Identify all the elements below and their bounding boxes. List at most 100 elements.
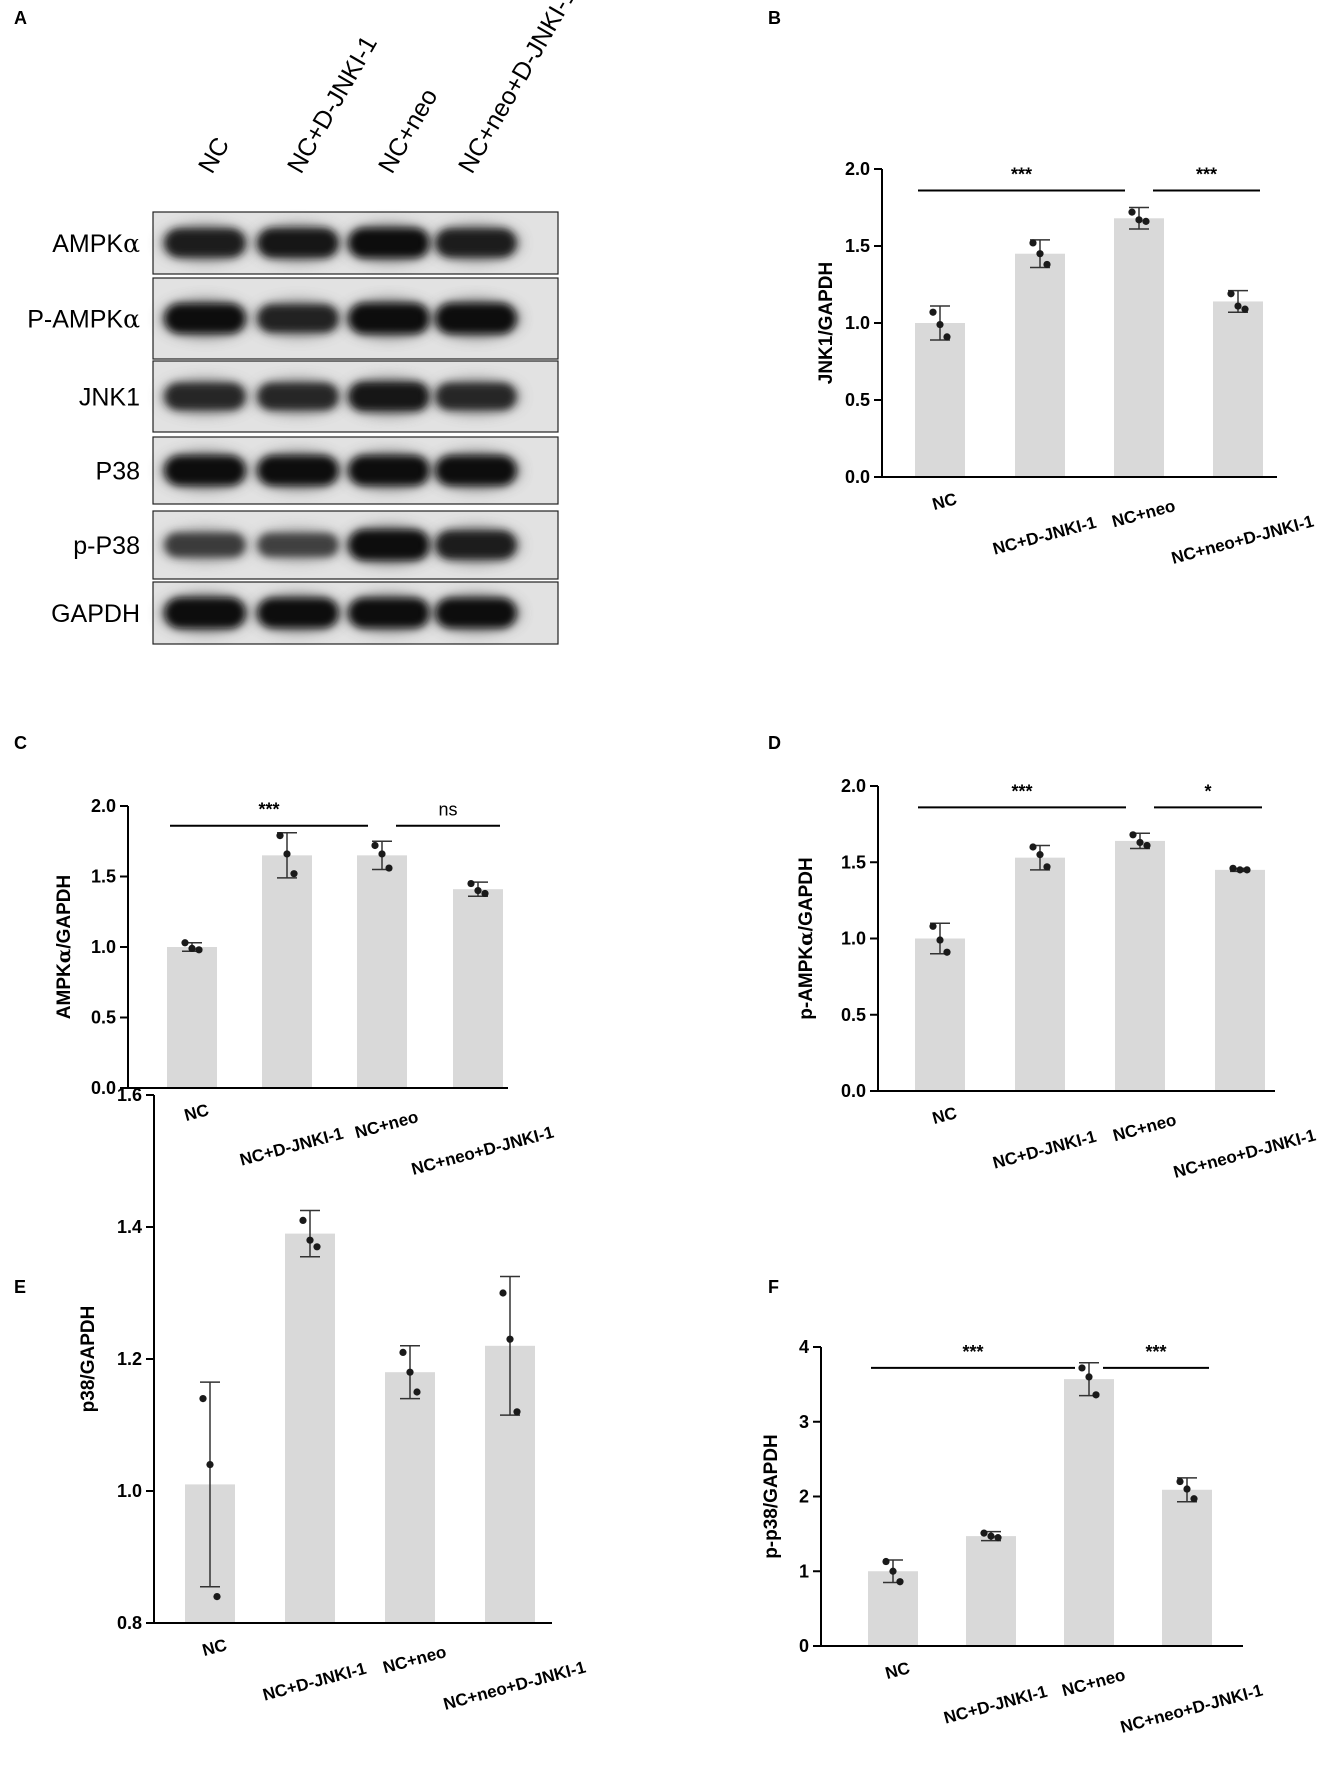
category-label: NC+D-JNKI-1 — [238, 1124, 346, 1170]
data-point — [474, 887, 482, 895]
band — [349, 382, 429, 411]
bar — [966, 1536, 1016, 1646]
data-point — [513, 1408, 521, 1416]
lane-label: NC — [193, 133, 235, 178]
y-tick-label: 0.0 — [845, 467, 870, 487]
blot-label: P-AMPKα — [27, 305, 140, 334]
data-point — [1176, 1477, 1184, 1486]
blot-row: AMPKα — [52, 211, 559, 275]
y-tick-label: 1.5 — [845, 236, 870, 256]
data-point — [1029, 239, 1037, 247]
category-label: NC+neo — [353, 1107, 420, 1142]
data-point — [987, 1532, 995, 1540]
category-label: NC+neo — [1060, 1665, 1127, 1700]
data-point — [206, 1461, 214, 1469]
band — [165, 598, 245, 628]
data-point — [1136, 838, 1144, 847]
band — [349, 598, 429, 628]
bar — [1114, 218, 1164, 477]
band — [258, 598, 338, 628]
panel-a-western-blot: A NC NC+D-JNKI-1NC+neo NC+neo+D-JNKI-1 AMP… — [14, 0, 582, 645]
data-point — [1129, 831, 1137, 839]
panel-letter: D — [768, 733, 781, 753]
y-axis-label: p-AMPKα/GAPDH — [795, 857, 817, 1019]
significance-label: *** — [258, 800, 279, 820]
lane-label: NC+neo+D-JNKI-1 — [453, 0, 582, 178]
bar — [1213, 301, 1263, 477]
y-tick-label: 1.0 — [845, 313, 870, 333]
data-point — [1243, 866, 1251, 874]
band — [436, 303, 516, 334]
band — [165, 229, 245, 257]
bar — [385, 1372, 435, 1623]
band — [165, 533, 245, 557]
blot-label: p-P38 — [73, 532, 140, 560]
band — [165, 383, 245, 410]
bar — [1215, 869, 1265, 1091]
band — [436, 229, 516, 257]
panel-letter: F — [768, 1277, 779, 1297]
panel-letter: E — [14, 1277, 26, 1297]
data-point — [980, 1529, 988, 1537]
blot-row: p-P38 — [73, 510, 559, 580]
data-point — [378, 850, 386, 858]
category-label: NC+neo+D-JNKI-1 — [409, 1123, 555, 1179]
blot-row: P38 — [96, 436, 559, 505]
y-tick-label: 2.0 — [841, 776, 866, 796]
band — [349, 530, 429, 560]
category-label: NC+D-JNKI-1 — [261, 1659, 369, 1705]
blot-label: AMPKα — [52, 229, 140, 258]
y-tick-label: 0.5 — [841, 1005, 866, 1025]
data-point — [936, 320, 944, 329]
y-tick-label: 0.0 — [841, 1081, 866, 1101]
data-point — [399, 1348, 407, 1356]
y-tick-label: 0.5 — [91, 1008, 116, 1028]
data-point — [1085, 1373, 1093, 1381]
data-point — [1236, 866, 1244, 874]
band — [349, 228, 429, 258]
bar — [262, 855, 312, 1088]
data-point — [1036, 250, 1044, 258]
data-point — [1143, 841, 1151, 850]
blot-strips: AMPKα P-AMPKα JNK1 P38 p-P38 GAPDH — [27, 211, 559, 645]
data-point — [994, 1534, 1002, 1542]
data-point — [1128, 208, 1136, 216]
blot-label: P38 — [96, 458, 140, 486]
data-point — [413, 1388, 421, 1396]
data-point — [1036, 851, 1044, 859]
panel-letter: B — [768, 8, 781, 28]
y-tick-label: 4 — [799, 1337, 809, 1357]
band — [258, 383, 338, 410]
panel-letter-a: A — [14, 8, 27, 28]
bar — [453, 889, 503, 1088]
data-point — [406, 1368, 414, 1376]
band — [258, 533, 338, 557]
band — [258, 455, 338, 486]
data-point — [1135, 216, 1143, 224]
y-tick-label: 0.8 — [117, 1613, 142, 1633]
data-point — [929, 922, 937, 930]
category-label: NC — [200, 1635, 229, 1660]
band — [436, 531, 516, 559]
y-tick-label: 1 — [799, 1561, 809, 1581]
bar — [1115, 840, 1165, 1091]
y-tick-label: 1.2 — [117, 1349, 142, 1369]
data-point — [943, 948, 951, 956]
data-point — [1241, 305, 1249, 313]
y-tick-label: 1.6 — [117, 1085, 142, 1105]
significance-label: * — [1204, 781, 1211, 801]
bar — [915, 323, 965, 477]
y-tick-label: 1.0 — [841, 929, 866, 949]
y-tick-label: 2.0 — [845, 159, 870, 179]
bar — [1162, 1489, 1212, 1646]
chart-panel-b: B 0.0 0.5 1.0 1.5 2.0 JNK1/GAPDH NC NC+D-JNKI-1 N… — [768, 8, 1316, 568]
significance-label: *** — [1196, 165, 1217, 185]
data-point — [1043, 863, 1051, 871]
y-tick-label: 1.5 — [91, 867, 116, 887]
blot-label: JNK1 — [79, 384, 140, 412]
y-tick-label: 2.0 — [91, 796, 116, 816]
bar — [1015, 857, 1065, 1091]
band — [258, 228, 338, 258]
bar — [915, 938, 965, 1091]
chart-panel-f: F 0 1 2 3 4 p-p38/GAPDH NC NC+D-JNKI-1 NC+neoNC+n… — [761, 1277, 1265, 1737]
